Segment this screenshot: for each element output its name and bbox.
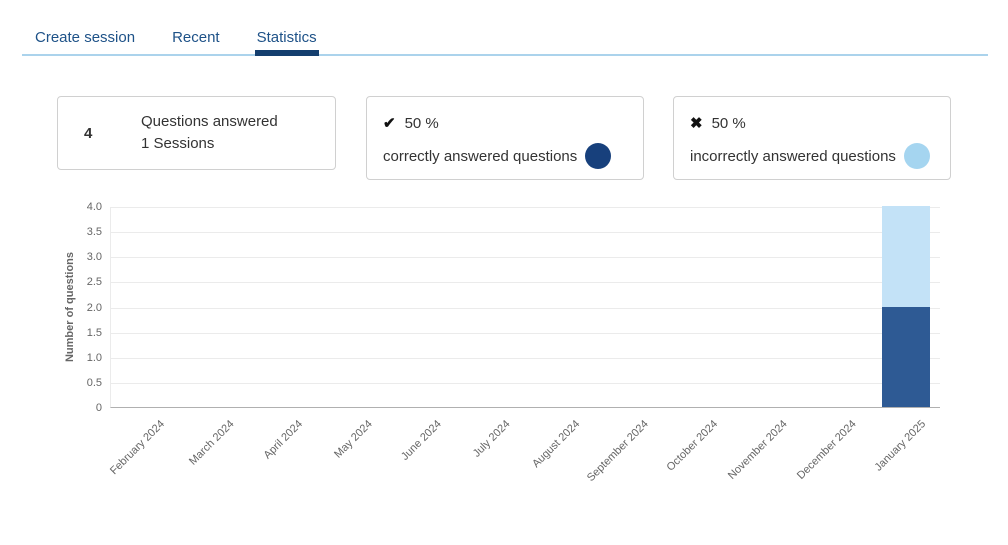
x-tick-label: January 2025 xyxy=(872,418,928,474)
incorrect-answers-card: ✖ 50 % incorrectly answered questions xyxy=(673,96,951,180)
cross-icon: ✖ xyxy=(690,115,703,132)
correct-answers-card: ✔ 50 % correctly answered questions xyxy=(366,96,644,180)
gridline xyxy=(111,332,940,334)
x-tick-label: February 2024 xyxy=(108,418,168,478)
gridline xyxy=(111,382,940,384)
incorrect-label: incorrectly answered questions xyxy=(690,147,896,165)
gridline xyxy=(111,307,940,309)
x-tick-label: March 2024 xyxy=(186,418,237,468)
gridline xyxy=(111,357,940,359)
tab-bar: Create session Recent Statistics xyxy=(22,28,988,56)
y-tick-label: 0.5 xyxy=(86,376,102,389)
incorrect-percent: 50 % xyxy=(711,114,746,132)
x-tick-label: November 2024 xyxy=(725,418,790,482)
tab-recent[interactable]: Recent xyxy=(172,29,220,46)
gridline xyxy=(111,257,940,259)
x-tick-label: December 2024 xyxy=(794,418,859,482)
bar-segment xyxy=(882,306,931,407)
gridline xyxy=(111,232,940,234)
x-tick-label: May 2024 xyxy=(331,418,375,461)
questions-answered-card: 4 Questions answered 1 Sessions xyxy=(57,96,336,170)
y-tick-label: 2.0 xyxy=(86,301,102,314)
tab-statistics[interactable]: Statistics xyxy=(254,28,319,56)
questions-answered-count: 4 xyxy=(84,124,93,142)
questions-bar-chart: Number of questions 0 0.5 1.0 1.5 2.0 2.5 3.0 3… xyxy=(0,195,1008,525)
x-tick-label: September 2024 xyxy=(585,418,652,485)
y-tick-label: 1.0 xyxy=(86,351,102,364)
y-tick-label: 0 xyxy=(95,402,102,414)
questions-answered-label: Questions answered xyxy=(141,113,278,130)
incorrect-color-dot xyxy=(903,143,930,169)
correct-percent: 50 % xyxy=(404,114,439,132)
gridline xyxy=(111,282,940,284)
x-tick-label: June 2024 xyxy=(398,418,444,463)
y-tick-label: 4.0 xyxy=(86,201,102,213)
correct-color-dot xyxy=(585,143,612,169)
x-tick-label: October 2024 xyxy=(664,418,721,474)
x-tick-label: April 2024 xyxy=(261,418,306,462)
tab-create-session[interactable]: Create session xyxy=(35,29,136,46)
y-tick-label: 2.5 xyxy=(86,276,102,289)
plot-area xyxy=(110,206,940,408)
x-tick-label: July 2024 xyxy=(471,418,513,460)
sessions-count-label: 1 Sessions xyxy=(141,135,215,152)
y-tick-label: 3.5 xyxy=(86,226,102,239)
y-tick-label: 3.0 xyxy=(86,251,102,264)
x-tick-label: August 2024 xyxy=(529,418,583,471)
gridline xyxy=(111,207,940,208)
correct-label: correctly answered questions xyxy=(383,147,578,165)
y-tick-label: 1.5 xyxy=(86,326,102,339)
check-icon: ✔ xyxy=(383,115,396,132)
bar-segment xyxy=(882,206,931,307)
